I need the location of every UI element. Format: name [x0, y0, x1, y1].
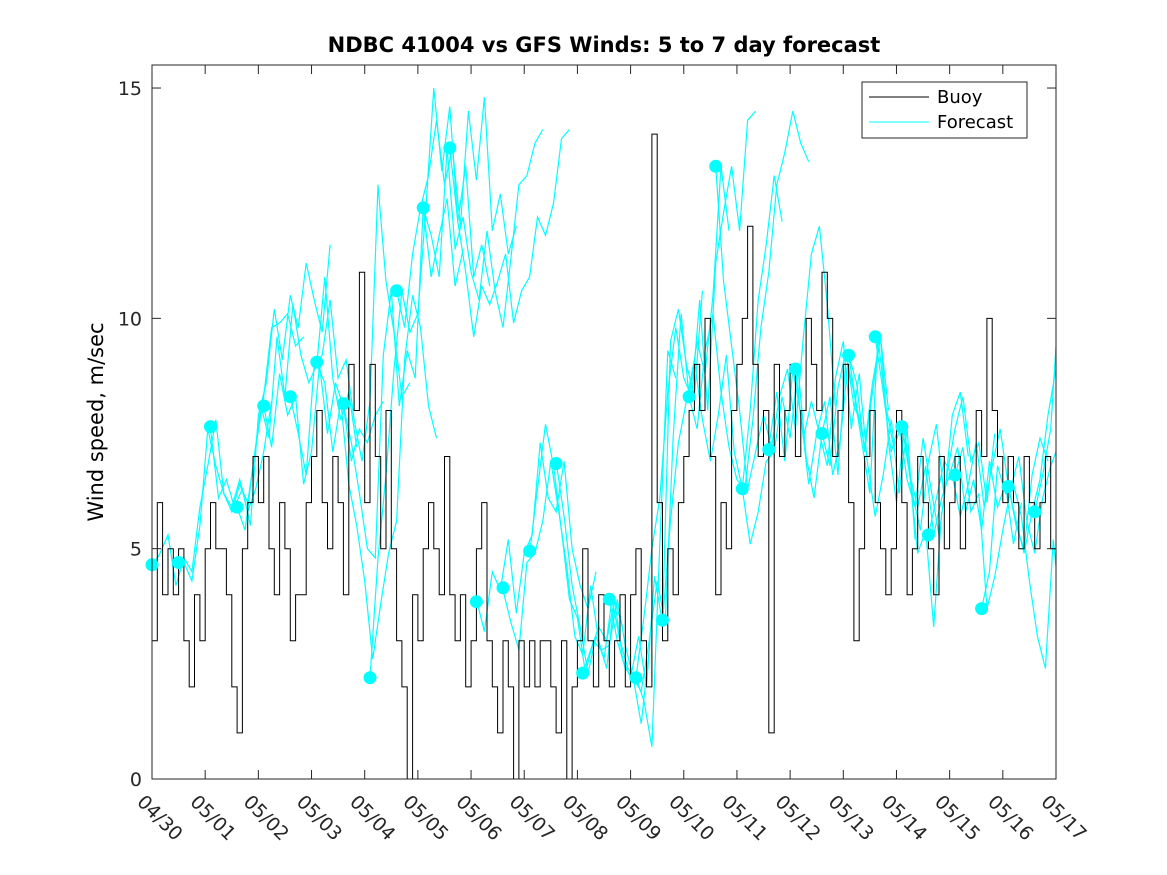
x-tick-label: 05/12	[771, 791, 825, 845]
forecast-marker	[443, 141, 457, 155]
forecast-line-11	[422, 129, 544, 328]
y-tick-label: 5	[130, 539, 142, 561]
x-tick-label: 05/13	[824, 791, 878, 845]
plot-area	[152, 65, 1056, 779]
forecast-marker	[549, 457, 563, 470]
chart-title: NDBC 41004 vs GFS Winds: 5 to 7 day fore…	[328, 33, 881, 57]
forecast-marker	[172, 556, 186, 569]
forecast-marker	[523, 544, 537, 558]
forecast-marker	[1001, 480, 1015, 493]
y-tick-label: 10	[118, 308, 142, 330]
forecast-line-5	[263, 364, 384, 485]
buoy-line	[152, 133, 1057, 780]
forecast-marker	[257, 399, 271, 413]
forecast-marker	[709, 159, 723, 173]
forecast-line-31	[954, 447, 1057, 609]
forecast-line-6	[289, 184, 411, 476]
forecast-line-34	[1034, 345, 1057, 512]
forecast-line-22	[715, 166, 836, 489]
forecast-marker	[310, 355, 324, 369]
forecast-marker	[576, 666, 590, 680]
forecast-marker	[788, 362, 802, 376]
forecast-marker	[363, 671, 377, 685]
forecast-marker	[975, 602, 989, 616]
forecast-marker	[895, 420, 909, 434]
x-tick-label: 05/16	[983, 791, 1037, 845]
forecast-marker	[815, 427, 829, 440]
forecast-marker	[682, 390, 696, 404]
forecast-line-29	[901, 424, 1022, 545]
x-tick-label: 05/14	[877, 791, 931, 845]
forecast-line-19	[635, 110, 757, 678]
forecast-line-32	[981, 465, 1057, 669]
x-tick-label: 05/05	[398, 791, 452, 845]
x-tick-label: 05/01	[186, 791, 240, 845]
plot-frame	[151, 64, 1057, 780]
x-tick-label: 05/04	[345, 791, 399, 845]
forecast-marker	[283, 390, 297, 404]
forecast-line-21	[688, 110, 810, 491]
forecast-marker	[762, 443, 776, 457]
forecast-marker	[336, 397, 350, 411]
forecast-marker	[656, 613, 669, 627]
x-tick-label: 05/10	[664, 791, 718, 845]
forecast-line-4	[236, 276, 358, 531]
forecast-marker	[230, 500, 244, 514]
forecast-marker	[868, 330, 882, 344]
forecast-line-7	[316, 295, 438, 660]
forecast-marker	[469, 595, 483, 609]
forecast-marker	[496, 581, 510, 595]
y-tick-label: 15	[118, 78, 142, 100]
x-tick-label: 05/02	[239, 791, 293, 845]
y-tick-label: 0	[130, 769, 142, 791]
legend-box	[861, 81, 1028, 139]
x-tick-label: 05/03	[292, 791, 346, 845]
y-axis-label: Wind speed, m/sec	[84, 322, 108, 521]
forecast-line-17	[582, 290, 703, 687]
forecast-line-20	[661, 175, 783, 623]
forecast-marker	[1028, 505, 1042, 519]
x-tick-label: 05/07	[505, 791, 559, 845]
forecast-line-16	[555, 350, 677, 747]
forecast-line-3	[209, 244, 331, 526]
forecast-line-10	[396, 97, 517, 328]
forecast-marker	[948, 468, 962, 482]
forecast-series-group	[151, 87, 1057, 747]
forecast-line-26	[821, 336, 943, 628]
x-tick-label: 05/17	[1036, 791, 1090, 845]
legend-label-forecast: Forecast	[937, 112, 1013, 133]
forecast-marker	[204, 420, 217, 434]
forecast-marker	[921, 528, 935, 542]
x-tick-label: 05/15	[930, 791, 984, 845]
y-axis: 0 5 10 15	[118, 78, 1056, 791]
buoy-series-group	[152, 133, 1057, 780]
forecast-line-30	[927, 428, 1049, 549]
forecast-marker	[416, 201, 430, 215]
forecast-marker	[842, 348, 856, 362]
legend-label-buoy: Buoy	[937, 87, 983, 108]
forecast-marker	[390, 284, 404, 298]
x-tick-label: 05/08	[558, 791, 612, 845]
x-tick-label: 05/06	[452, 791, 506, 845]
forecast-marker	[602, 592, 616, 606]
forecast-line-24	[768, 336, 890, 485]
forecast-line-9	[369, 87, 491, 678]
forecast-line-27	[848, 336, 969, 531]
forecast-marker	[735, 482, 749, 496]
forecast-line-13	[475, 442, 597, 632]
forecast-line-23	[741, 350, 863, 545]
x-tick-label: 05/11	[717, 791, 771, 845]
x-tick-label: 05/09	[611, 791, 665, 845]
forecast-line-15	[529, 424, 650, 724]
legend: Buoy Forecast	[861, 81, 1028, 139]
marker-group	[145, 141, 1042, 685]
x-tick-label: 04/30	[132, 791, 186, 845]
forecast-marker	[629, 671, 643, 685]
forecast-line-12	[449, 129, 570, 337]
